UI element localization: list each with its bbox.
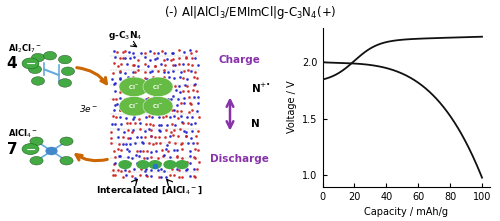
Circle shape: [119, 77, 149, 97]
Circle shape: [149, 161, 161, 168]
Text: 3e$^-$: 3e$^-$: [80, 103, 98, 114]
Text: 4: 4: [6, 56, 17, 71]
Circle shape: [58, 79, 71, 87]
Text: g-C$_3$N$_4$: g-C$_3$N$_4$: [108, 29, 142, 42]
Text: Discharge: Discharge: [210, 154, 268, 164]
Circle shape: [46, 147, 57, 154]
Text: Al$_2$Cl$_7$$^-$: Al$_2$Cl$_7$$^-$: [8, 43, 42, 55]
Text: Cl$^-$: Cl$^-$: [128, 83, 140, 91]
Circle shape: [30, 156, 43, 165]
Text: Cl$^-$: Cl$^-$: [152, 83, 164, 91]
Circle shape: [143, 97, 173, 116]
Text: N: N: [251, 119, 260, 129]
Circle shape: [119, 161, 131, 168]
Circle shape: [62, 67, 74, 76]
Circle shape: [58, 55, 71, 64]
Text: AlCl$_4$$^-$: AlCl$_4$$^-$: [8, 127, 38, 140]
Circle shape: [28, 65, 42, 74]
X-axis label: Capacity / mAh/g: Capacity / mAh/g: [364, 207, 448, 217]
Text: 7: 7: [6, 141, 17, 156]
Circle shape: [32, 77, 44, 85]
Circle shape: [119, 97, 149, 116]
Text: $-$: $-$: [25, 143, 36, 156]
Text: Cl$^-$: Cl$^-$: [128, 102, 140, 110]
Circle shape: [60, 156, 73, 165]
Text: (-) Al|AlCl$_3$/EMImCl|g-C$_3$N$_4$(+): (-) Al|AlCl$_3$/EMImCl|g-C$_3$N$_4$(+): [164, 4, 336, 21]
Circle shape: [164, 161, 176, 168]
Text: Intercalated [AlCl$_4$$^-$]: Intercalated [AlCl$_4$$^-$]: [96, 184, 202, 196]
Circle shape: [30, 137, 43, 146]
Circle shape: [143, 77, 173, 97]
Text: $-$: $-$: [25, 57, 36, 70]
Text: Cl$^-$: Cl$^-$: [152, 102, 164, 110]
Y-axis label: Voltage / V: Voltage / V: [286, 81, 296, 133]
Circle shape: [22, 58, 39, 69]
Circle shape: [176, 161, 188, 168]
Circle shape: [60, 137, 73, 146]
Circle shape: [137, 161, 149, 168]
Circle shape: [44, 51, 57, 60]
Text: Charge: Charge: [218, 55, 260, 65]
Text: N$^{+•}$: N$^{+•}$: [251, 82, 271, 95]
Circle shape: [32, 53, 44, 62]
Circle shape: [22, 144, 39, 154]
